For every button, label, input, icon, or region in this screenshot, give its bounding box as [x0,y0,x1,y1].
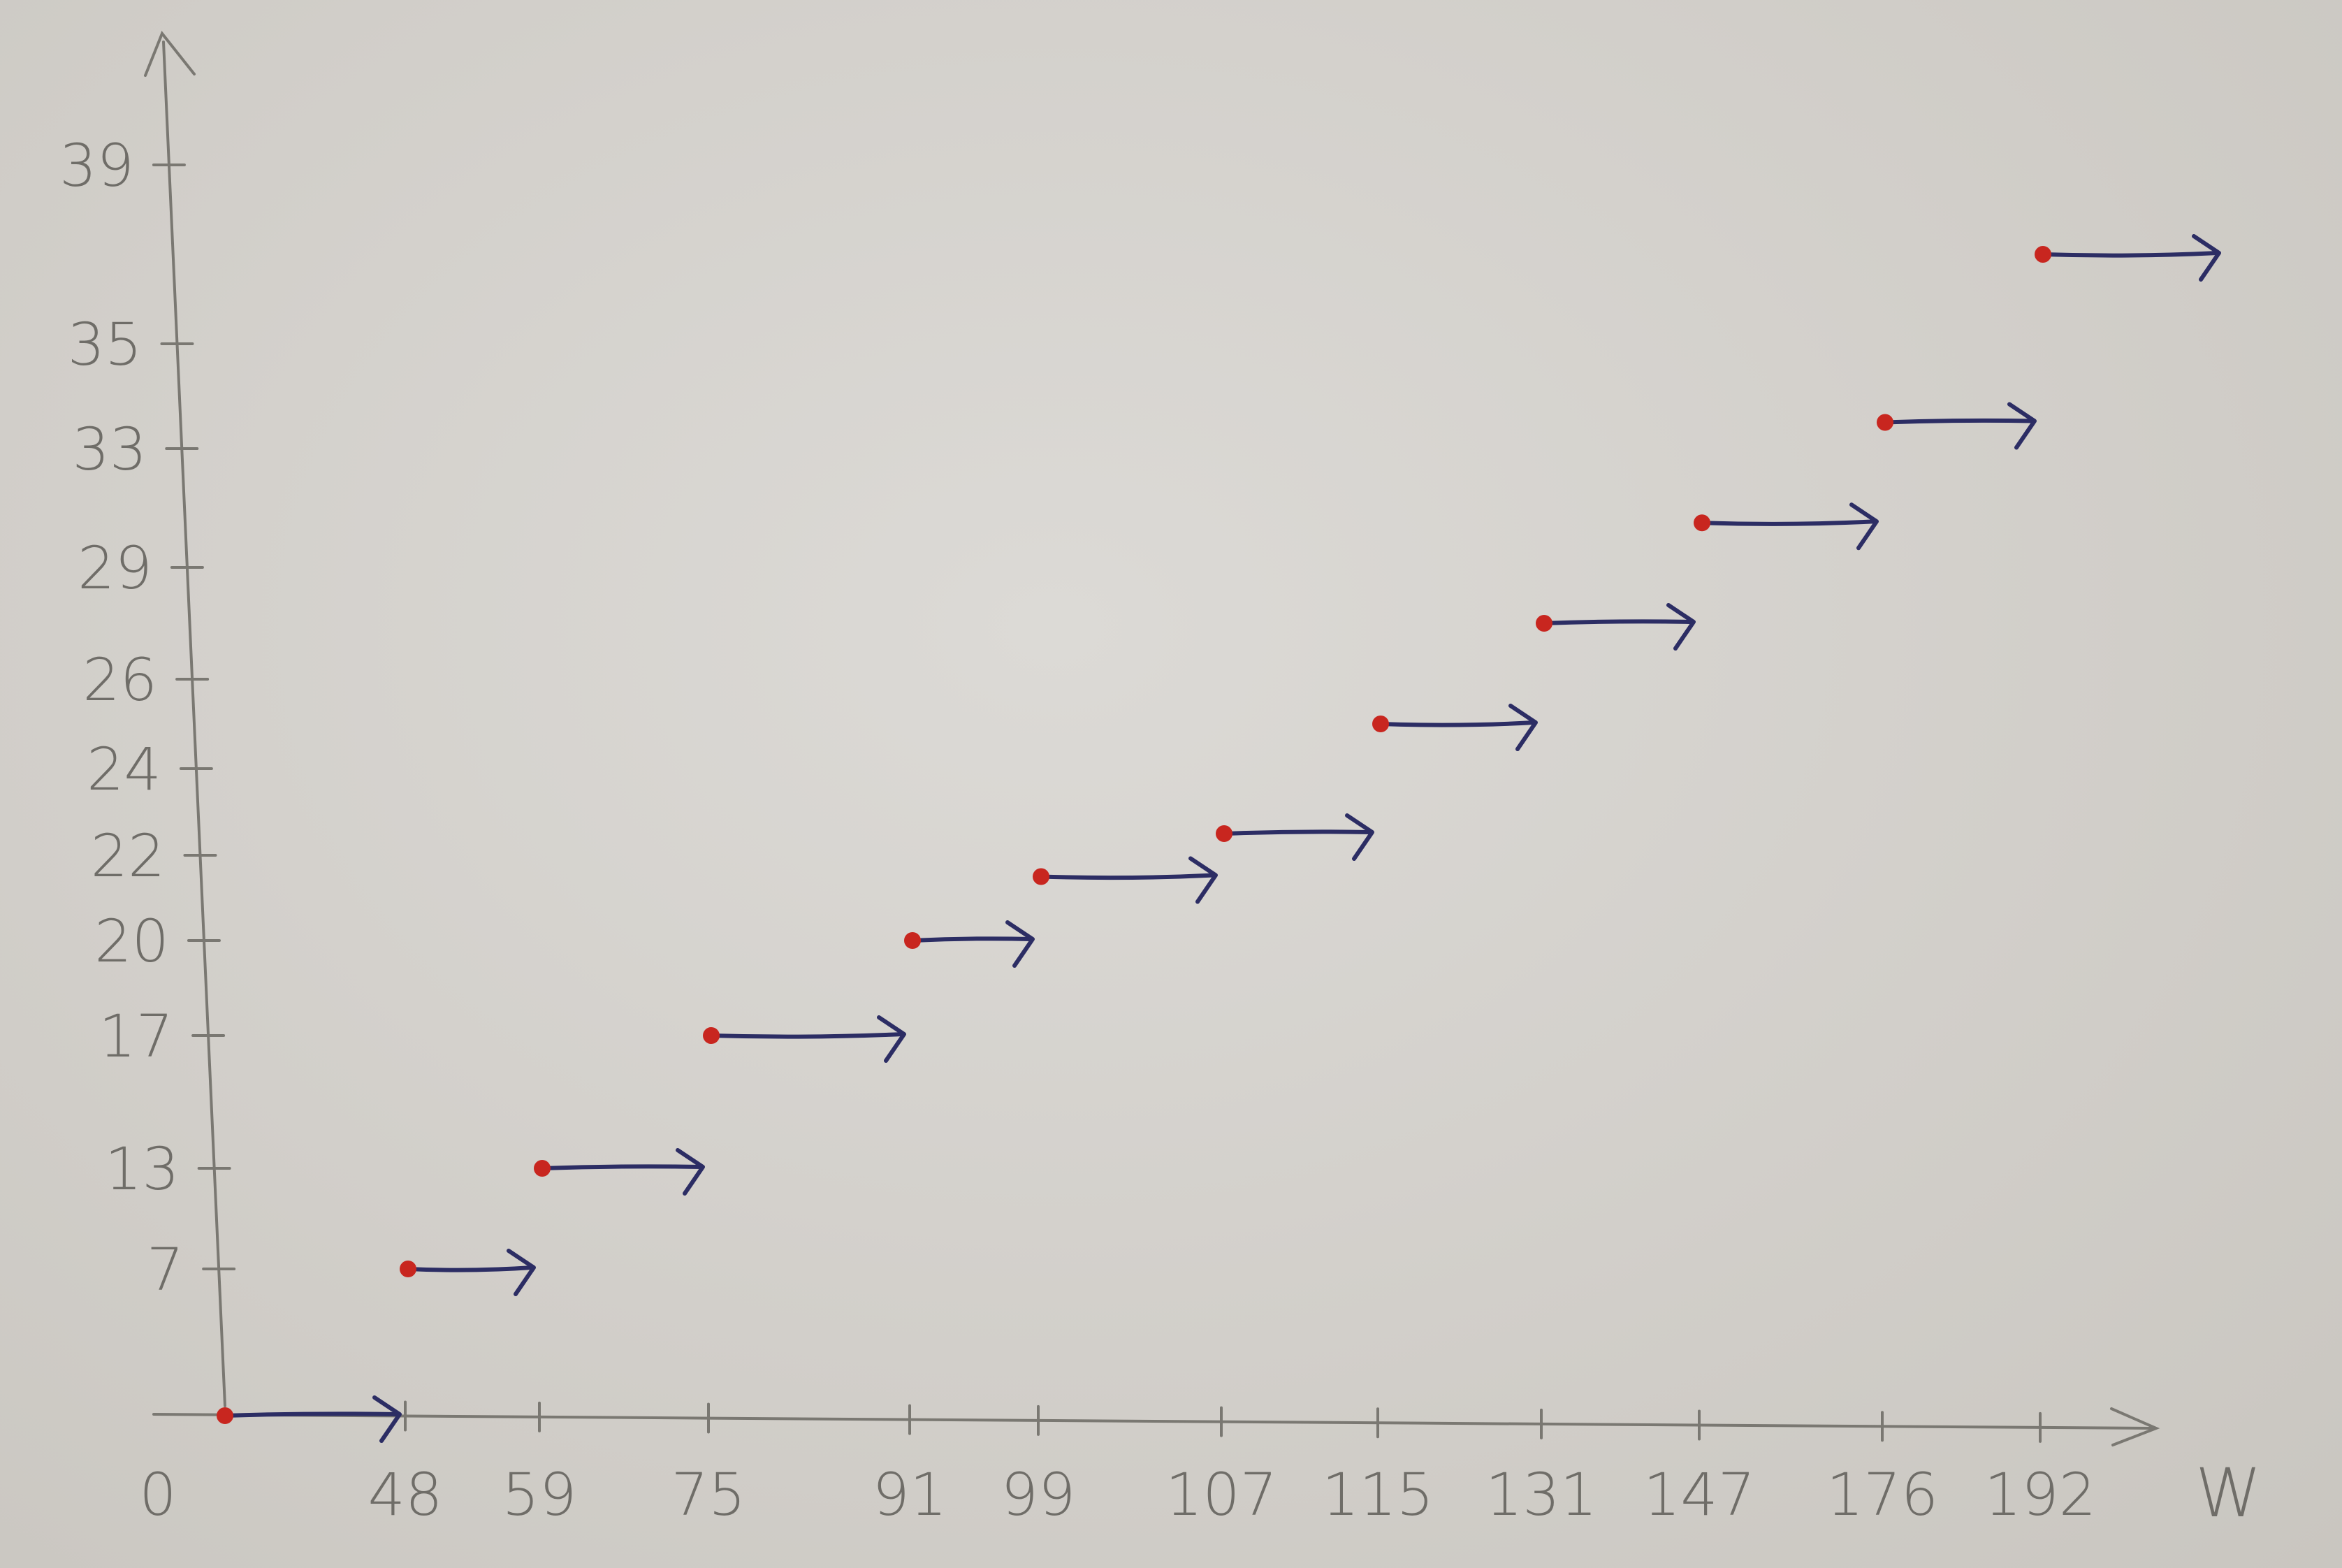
x-tick-label-107: 107 [1165,1460,1277,1529]
y-axis-arrowhead [144,31,196,77]
x-ticks: 0 48 59 75 91 99 107 115 131 147 176 192 [139,1400,2096,1529]
step-line-0 [223,1411,400,1418]
step-line-11 [2041,251,2220,258]
x-axis-title: W [2195,1454,2262,1532]
x-tick-label-176: 176 [1826,1460,1938,1529]
step-arrowhead-2 [676,1148,705,1196]
x-axis-line [152,1413,2153,1430]
step-arrowhead-1 [507,1249,536,1296]
step-segment-10 [1877,402,2037,450]
y-tick-label-13: 13 [105,1135,180,1203]
y-tick-label-39: 39 [59,131,134,200]
step-start-dot-6 [1216,825,1232,842]
step-start-dot-0 [217,1407,233,1424]
step-arrowhead-7 [1508,704,1538,751]
x-tick-label-99: 99 [1001,1460,1076,1529]
y-tick-label-7: 7 [147,1235,184,1304]
step-segment-8 [1536,603,1696,651]
step-line-6 [1222,829,1373,836]
step-arrowhead-0 [372,1395,402,1443]
y-tick-label-22: 22 [91,822,166,890]
step-segment-11 [2035,234,2221,282]
y-tick-label-20: 20 [94,907,169,975]
step-line-3 [709,1032,905,1039]
step-segment-7 [1372,704,1538,751]
axes: W [144,31,2262,1532]
step-line-7 [1379,720,1536,727]
step-segment-5 [1033,856,1218,904]
step-start-dot-2 [534,1160,551,1177]
step-segment-1 [400,1249,536,1296]
step-line-5 [1039,873,1216,880]
step-start-dot-9 [1694,514,1710,532]
step-arrowhead-3 [877,1015,906,1063]
x-tick-label-131: 131 [1485,1460,1597,1529]
x-tick-label-115: 115 [1322,1460,1434,1529]
y-axis-line [162,41,226,1407]
x-tick-label-59: 59 [502,1460,577,1529]
y-tick-label-33: 33 [72,415,147,484]
y-tick-label-24: 24 [87,735,161,804]
step-arrowhead-9 [1849,502,1879,551]
step-line-2 [540,1164,704,1170]
y-tick-label-35: 35 [68,310,143,379]
step-line-9 [1700,519,1877,526]
x-axis-arrowhead [2110,1407,2160,1446]
step-arrowhead-6 [1345,813,1374,861]
step-start-dot-1 [400,1261,416,1277]
step-start-dot-11 [2035,246,2051,263]
step-start-dot-8 [1536,615,1552,632]
y-tick-label-26: 26 [82,646,157,714]
x-tick-label-91: 91 [873,1460,947,1529]
y-tick-label-17: 17 [99,1002,173,1070]
step-arrowhead-5 [1188,856,1218,904]
step-segment-2 [534,1148,705,1196]
step-line-10 [1883,418,2035,425]
x-tick-label-147: 147 [1643,1460,1755,1529]
step-arrowhead-8 [1666,603,1696,651]
step-start-dot-10 [1877,414,1893,431]
x-tick-label-0: 0 [139,1460,176,1529]
x-tick-label-192: 192 [1984,1460,2096,1529]
y-tick-label-29: 29 [78,534,152,602]
step-segment-9 [1694,502,1879,551]
step-line-1 [406,1265,534,1272]
x-tick-label-75: 75 [671,1460,746,1529]
step-segments [217,234,2221,1443]
x-tick-label-48: 48 [368,1460,443,1529]
y-ticks: 7 13 17 20 22 24 26 29 33 35 39 [59,131,236,1304]
step-arrowhead-10 [2007,402,2037,450]
step-segment-6 [1216,813,1374,861]
step-arrowhead-11 [2192,234,2221,282]
step-start-dot-4 [904,932,921,949]
step-start-dot-5 [1033,868,1049,885]
step-line-8 [1542,619,1694,625]
step-arrowhead-4 [1005,920,1035,968]
step-start-dot-7 [1372,716,1389,732]
step-segment-4 [904,920,1035,968]
step-line-4 [910,936,1033,943]
step-start-dot-3 [703,1027,720,1044]
step-segment-3 [703,1015,906,1063]
step-segment-0 [217,1395,402,1443]
